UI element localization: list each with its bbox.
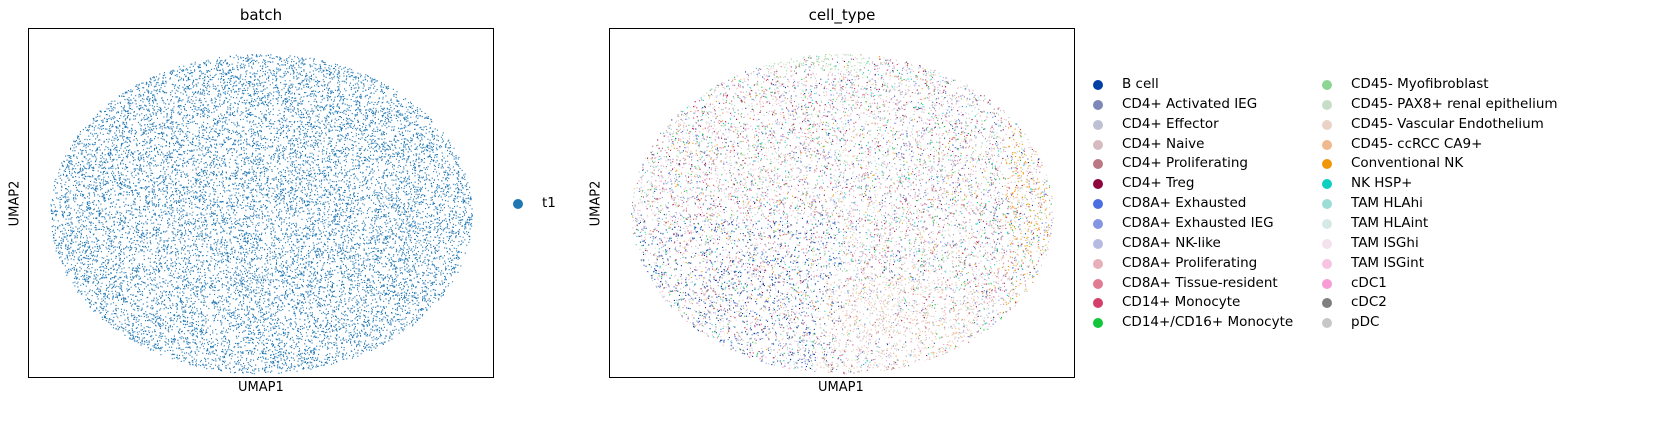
legend-marker (1322, 238, 1332, 249)
legend-label: CD4+ Proliferating (1122, 155, 1248, 172)
legend-label: CD8A+ Tissue-resident (1122, 274, 1278, 291)
scatter-point-group (638, 58, 1052, 368)
legend-label: TAM ISGint (1351, 254, 1424, 271)
legend-label: CD8A+ Proliferating (1122, 254, 1258, 271)
legend-marker (1093, 179, 1103, 190)
scatter-point-group (633, 61, 1051, 372)
legend-label: cDC2 (1351, 294, 1387, 311)
legend-label: CD8A+ Exhausted IEG (1122, 214, 1274, 231)
legend-label: CD8A+ Exhausted (1122, 195, 1247, 212)
legend-marker (1093, 318, 1103, 329)
legend-marker (1093, 258, 1103, 269)
legend-marker (1322, 218, 1332, 229)
legend-marker (1093, 159, 1103, 170)
legend-marker (1322, 80, 1332, 90)
scatter-point-group (633, 57, 1047, 372)
legend-marker (1093, 298, 1103, 309)
scatter-point-group (633, 58, 1053, 369)
legend-label: CD4+ Naive (1122, 135, 1205, 152)
scatter-points (631, 53, 1054, 375)
legend-label: CD45- ccRCC CA9+ (1351, 135, 1483, 152)
legend-label: Conventional NK (1351, 155, 1464, 172)
legend-label: CD45- Myofibroblast (1351, 76, 1489, 92)
legend-label: TAM HLAint (1351, 214, 1429, 231)
legend-marker (1322, 179, 1332, 190)
legend-label: CD45- PAX8+ renal epithelium (1351, 95, 1558, 112)
scatter-plot-batch (28, 28, 494, 378)
legend-label: CD45- Vascular Endothelium (1351, 115, 1544, 132)
legend-label: CD4+ Effector (1122, 115, 1219, 132)
legend-marker (1093, 99, 1103, 110)
legend-marker (1322, 318, 1332, 329)
legend-label: CD14+ Monocyte (1122, 294, 1241, 311)
x-axis-label-batch: UMAP1 (238, 380, 284, 395)
scatter-plot-cell-type (609, 28, 1075, 378)
legend-label: TAM ISGhi (1351, 234, 1419, 251)
legend-label: CD4+ Treg (1122, 175, 1195, 192)
legend-marker (513, 199, 523, 209)
legend-marker (1322, 258, 1332, 269)
scatter-point-group (639, 58, 1045, 374)
legend-label: t1 (542, 195, 556, 211)
legend-marker (1322, 278, 1332, 289)
legend-marker (1322, 99, 1332, 110)
x-axis-label-cell-type: UMAP1 (818, 380, 864, 395)
legend-marker (1093, 199, 1103, 210)
chart-title-cell-type: cell_type (808, 6, 876, 24)
legend-marker (1093, 139, 1103, 150)
legend-label: CD8A+ NK-like (1122, 234, 1221, 251)
legend-marker (1322, 298, 1332, 309)
legend-marker (1093, 278, 1103, 289)
legend-label: pDC (1351, 314, 1380, 331)
legend-label: CD4+ Activated IEG (1122, 95, 1258, 112)
legend-label: NK HSP+ (1351, 175, 1413, 192)
legend-marker (1322, 139, 1332, 150)
legend-label: TAM HLAhi (1351, 195, 1423, 212)
y-axis-label-batch: UMAP2 (7, 180, 23, 227)
legend-marker (1093, 238, 1103, 249)
scatter-point-group (50, 54, 473, 375)
legend-marker (1093, 218, 1103, 229)
y-axis-label-cell-type: UMAP2 (588, 180, 604, 227)
chart-title-batch: batch (239, 6, 283, 24)
legend-label: CD14+/CD16+ Monocyte (1122, 314, 1294, 331)
legend-marker (1322, 199, 1332, 210)
legend-marker (1093, 80, 1103, 90)
scatter-points (50, 54, 473, 375)
legend-marker (1322, 119, 1332, 130)
legend-label: B cell (1122, 76, 1159, 92)
legend-marker (1322, 159, 1332, 170)
legend-label: cDC1 (1351, 274, 1387, 291)
legend-marker (1093, 119, 1103, 130)
scatter-point-group (632, 54, 1047, 373)
scatter-point-group (636, 59, 1048, 375)
